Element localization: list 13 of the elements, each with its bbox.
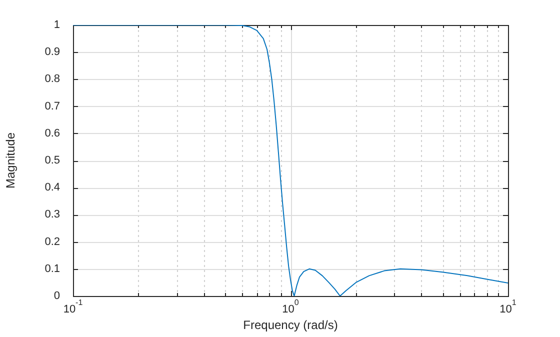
x-axis-title: Frequency (rad/s) [243,318,338,332]
y-axis-title: Magnitude [4,132,18,189]
y-tick-label: 0.2 [44,236,60,248]
y-tick-label: 0.8 [44,73,60,86]
y-tick-label: 0.3 [44,208,60,221]
y-tick-label: 0.4 [44,182,60,194]
y-tick-label: 0.6 [44,127,60,140]
y-tick-label: 0.5 [44,154,60,167]
y-tick-label: 1 [54,19,60,32]
y-tick-label: 0 [54,290,60,302]
y-tick-label: 0.9 [44,46,60,58]
y-tick-label: 0.7 [44,100,60,112]
y-tick-label: 0.1 [44,262,60,275]
